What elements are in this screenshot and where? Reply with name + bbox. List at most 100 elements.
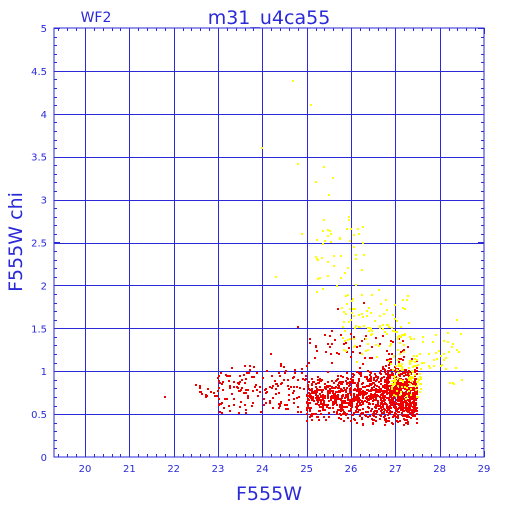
data-point bbox=[222, 381, 224, 383]
data-point bbox=[391, 386, 393, 388]
data-point bbox=[388, 412, 390, 414]
data-point bbox=[342, 409, 344, 411]
data-point bbox=[255, 384, 257, 386]
data-point bbox=[413, 407, 415, 409]
data-point bbox=[248, 372, 250, 374]
data-point bbox=[379, 327, 381, 329]
data-point bbox=[406, 380, 408, 382]
data-point bbox=[306, 365, 308, 367]
data-point bbox=[359, 409, 361, 411]
data-point bbox=[343, 349, 345, 351]
data-point bbox=[228, 405, 230, 407]
data-point bbox=[402, 406, 404, 408]
data-point bbox=[240, 401, 242, 403]
data-point bbox=[354, 308, 356, 310]
data-point bbox=[402, 372, 404, 374]
data-point bbox=[254, 386, 256, 388]
data-point bbox=[367, 416, 369, 418]
data-point bbox=[378, 381, 380, 383]
data-point bbox=[443, 359, 445, 361]
data-point bbox=[407, 295, 409, 297]
data-point bbox=[308, 362, 310, 364]
data-point bbox=[319, 393, 321, 395]
data-point bbox=[407, 407, 409, 409]
data-point bbox=[388, 364, 390, 366]
data-point bbox=[432, 341, 434, 343]
data-point bbox=[224, 398, 226, 400]
data-point bbox=[369, 371, 371, 373]
data-point bbox=[387, 379, 389, 381]
data-point bbox=[233, 404, 235, 406]
data-point bbox=[361, 269, 363, 271]
data-point bbox=[307, 386, 309, 388]
data-point bbox=[377, 389, 379, 391]
data-point bbox=[245, 409, 247, 411]
data-point bbox=[241, 379, 243, 381]
data-point bbox=[397, 414, 399, 416]
data-point bbox=[369, 357, 371, 359]
data-point bbox=[341, 395, 343, 397]
data-point bbox=[332, 401, 334, 403]
data-point bbox=[352, 298, 354, 300]
data-point bbox=[394, 382, 396, 384]
data-point bbox=[263, 404, 265, 406]
data-point bbox=[419, 391, 421, 393]
data-point bbox=[405, 371, 407, 373]
data-point bbox=[252, 402, 254, 404]
x-tick-label: 25 bbox=[300, 464, 313, 475]
data-point bbox=[352, 308, 354, 310]
data-point bbox=[391, 397, 393, 399]
data-point bbox=[379, 414, 381, 416]
data-point bbox=[342, 337, 344, 339]
data-point bbox=[324, 334, 326, 336]
data-point bbox=[383, 376, 385, 378]
data-point bbox=[389, 345, 391, 347]
data-point bbox=[306, 395, 308, 397]
data-point bbox=[388, 381, 390, 383]
data-point bbox=[358, 314, 360, 316]
data-point bbox=[398, 372, 400, 374]
data-point bbox=[297, 406, 299, 408]
data-point bbox=[407, 409, 409, 411]
data-point bbox=[380, 394, 382, 396]
data-point bbox=[405, 398, 407, 400]
data-point bbox=[309, 402, 311, 404]
data-point bbox=[317, 416, 319, 418]
data-point bbox=[331, 343, 333, 345]
x-tick-label: 21 bbox=[123, 464, 136, 475]
data-point bbox=[366, 401, 368, 403]
data-point bbox=[330, 399, 332, 401]
data-point bbox=[320, 413, 322, 415]
data-point bbox=[401, 369, 403, 371]
data-point bbox=[378, 408, 380, 410]
data-point bbox=[366, 376, 368, 378]
data-point bbox=[364, 400, 366, 402]
data-point bbox=[315, 256, 317, 258]
data-point bbox=[347, 397, 349, 399]
data-point bbox=[336, 413, 338, 415]
data-point bbox=[396, 387, 398, 389]
data-point bbox=[320, 403, 322, 405]
data-point bbox=[390, 363, 392, 365]
data-point bbox=[400, 379, 402, 381]
data-point bbox=[220, 372, 222, 374]
data-point bbox=[387, 370, 389, 372]
data-point bbox=[412, 371, 414, 373]
data-point bbox=[343, 387, 345, 389]
data-point bbox=[402, 380, 404, 382]
data-point bbox=[382, 328, 384, 330]
data-point bbox=[387, 389, 389, 391]
data-point bbox=[393, 380, 395, 382]
data-point bbox=[278, 407, 280, 409]
data-point bbox=[360, 404, 362, 406]
data-point bbox=[311, 413, 313, 415]
data-point bbox=[373, 382, 375, 384]
data-point bbox=[350, 405, 352, 407]
data-point bbox=[379, 388, 381, 390]
data-point bbox=[392, 374, 394, 376]
data-point bbox=[458, 351, 460, 353]
data-point bbox=[323, 416, 325, 418]
data-point bbox=[365, 411, 367, 413]
data-point bbox=[327, 235, 329, 237]
data-point bbox=[329, 230, 331, 232]
